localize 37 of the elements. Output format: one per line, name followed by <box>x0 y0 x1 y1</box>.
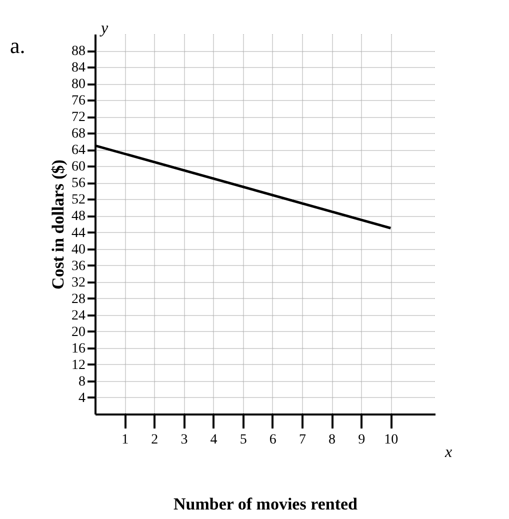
y-tick-label: 16 <box>72 341 86 356</box>
x-tick-label: 9 <box>358 432 366 448</box>
y-tick-label: 60 <box>72 160 86 175</box>
annotation: y <box>99 20 109 37</box>
x-tick-label: 5 <box>240 432 247 448</box>
y-tick-label: 76 <box>72 94 86 109</box>
y-tick-label: 36 <box>72 258 86 274</box>
y-tick-label: 48 <box>72 209 86 224</box>
y-axis-title: Cost in dollars ($) <box>48 160 68 290</box>
y-tick-label: 88 <box>72 44 86 60</box>
y-tick-label: 64 <box>72 143 86 158</box>
y-tick-label: 28 <box>72 292 86 307</box>
x-tick-label: 3 <box>180 432 188 448</box>
y-tick-label: 84 <box>72 60 86 76</box>
x-tick-label: 10 <box>384 432 398 448</box>
y-tick-label: 56 <box>72 176 86 192</box>
x-tick-label: 1 <box>122 432 129 448</box>
x-axis-title: Number of movies rented <box>174 494 358 514</box>
y-tick-label: 4 <box>78 390 86 406</box>
text: x <box>444 444 452 461</box>
y-tick-label: 52 <box>72 192 86 208</box>
y-tick-label: 20 <box>72 324 86 340</box>
y-tick-label: 12 <box>72 358 86 373</box>
text: a. <box>10 33 26 58</box>
y-tick-label: 44 <box>72 226 86 241</box>
x-tick-label: 7 <box>298 432 306 448</box>
y-tick-label: 72 <box>72 110 86 126</box>
x-tick-label: 6 <box>269 432 276 448</box>
y-tick-label: 80 <box>72 77 86 92</box>
y-tick-label: 24 <box>72 308 86 324</box>
x-tick-label: 8 <box>328 432 336 448</box>
y-tick-label: 32 <box>72 275 86 290</box>
y-tick-label: 68 <box>72 126 86 142</box>
y-tick-label: 40 <box>72 242 86 258</box>
x-tick-label: 4 <box>210 432 218 448</box>
x-tick-label: 2 <box>151 432 158 448</box>
y-tick-label: 8 <box>78 374 86 390</box>
